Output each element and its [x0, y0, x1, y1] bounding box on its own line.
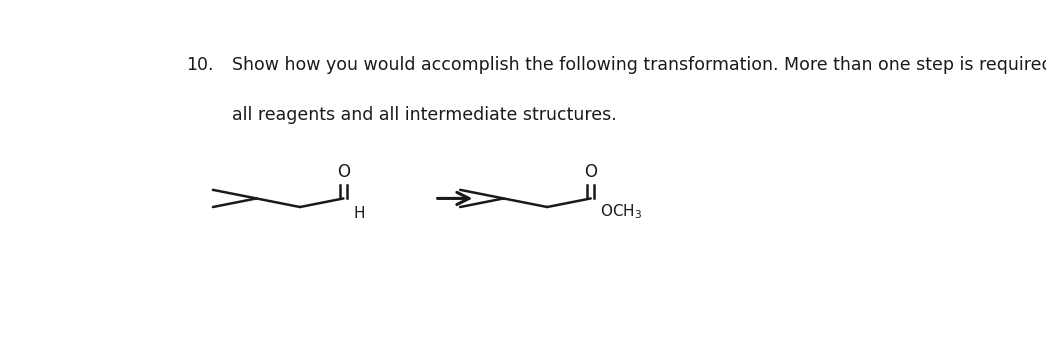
Text: OCH$_3$: OCH$_3$ — [600, 203, 642, 221]
Text: 10.: 10. — [186, 56, 213, 74]
Text: Show how you would accomplish the following transformation. More than one step i: Show how you would accomplish the follow… — [232, 56, 1046, 74]
Text: O: O — [337, 163, 350, 181]
Text: H: H — [354, 206, 365, 221]
Text: all reagents and all intermediate structures.: all reagents and all intermediate struct… — [232, 105, 617, 123]
Text: O: O — [585, 163, 597, 181]
